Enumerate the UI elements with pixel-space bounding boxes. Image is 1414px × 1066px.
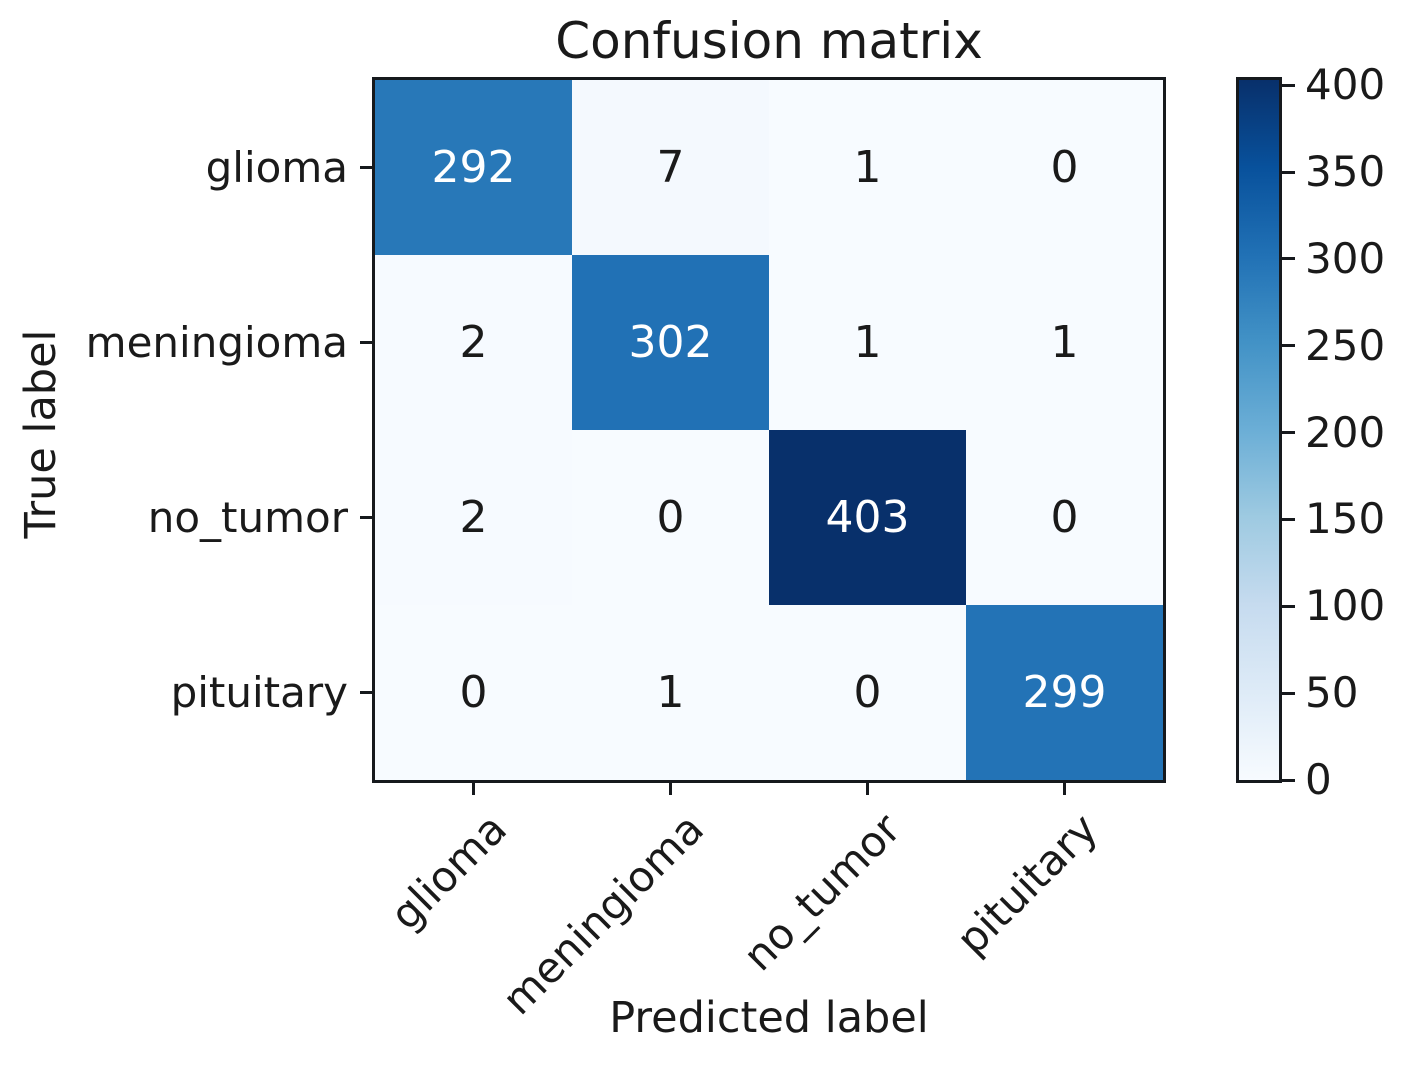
- matrix-cell-no_tumor-no_tumor: 403: [769, 430, 966, 605]
- colorbar-tick-mark: [1282, 83, 1295, 87]
- colorbar-tick-mark: [1282, 691, 1295, 695]
- cell-value: 1: [853, 142, 882, 193]
- y-tick-label-pituitary: pituitary: [170, 667, 348, 717]
- colorbar-tick-mark: [1282, 517, 1295, 521]
- cell-value: 0: [1050, 142, 1079, 193]
- colorbar-tick-mark: [1282, 431, 1295, 435]
- y-tick-mark: [360, 516, 373, 519]
- matrix-cell-pituitary-meningioma: 1: [572, 605, 769, 780]
- colorbar-tick-mark: [1282, 604, 1295, 608]
- colorbar-tick-label-350: 350: [1305, 147, 1386, 197]
- y-tick-mark: [360, 166, 373, 169]
- matrix-cell-meningioma-no_tumor: 1: [769, 255, 966, 430]
- matrix-cell-no_tumor-meningioma: 0: [572, 430, 769, 605]
- matrix-cell-meningioma-pituitary: 1: [966, 255, 1163, 430]
- colorbar-tick-label-100: 100: [1305, 581, 1386, 631]
- cell-value: 292: [431, 142, 516, 193]
- colorbar-tick-mark: [1282, 257, 1295, 261]
- cell-value: 0: [656, 492, 685, 543]
- cell-value: 1: [1050, 317, 1079, 368]
- heatmap-plot-area: 292 7 1 0 2 302 1 1 2 0 403 0 0 1 0 299: [372, 77, 1166, 783]
- cell-value: 0: [459, 667, 488, 718]
- cell-value: 0: [1050, 492, 1079, 543]
- y-axis-label: True label: [16, 329, 66, 539]
- colorbar-tick-label-200: 200: [1305, 407, 1386, 457]
- cell-value: 2: [459, 492, 488, 543]
- matrix-cell-pituitary-no_tumor: 0: [769, 605, 966, 780]
- x-tick-label-meningioma: meningioma: [492, 804, 714, 1025]
- matrix-cell-glioma-pituitary: 0: [966, 80, 1163, 255]
- cell-value: 1: [853, 317, 882, 368]
- matrix-cell-no_tumor-pituitary: 0: [966, 430, 1163, 605]
- colorbar-tick-label-50: 50: [1305, 668, 1359, 718]
- x-tick-mark: [472, 782, 475, 795]
- matrix-cell-glioma-meningioma: 7: [572, 80, 769, 255]
- cell-value: 302: [628, 317, 713, 368]
- matrix-cell-meningioma-meningioma: 302: [572, 255, 769, 430]
- colorbar-tick-label-300: 300: [1305, 233, 1386, 283]
- y-tick-mark: [360, 341, 373, 344]
- x-axis-label: Predicted label: [609, 993, 929, 1043]
- matrix-cell-glioma-no_tumor: 1: [769, 80, 966, 255]
- x-tick-label-glioma: glioma: [380, 804, 517, 940]
- colorbar-tick-label-150: 150: [1305, 494, 1386, 544]
- y-tick-mark: [360, 691, 373, 694]
- matrix-cell-no_tumor-glioma: 2: [375, 430, 572, 605]
- heatmap-grid: 292 7 1 0 2 302 1 1 2 0 403 0 0 1 0 299: [375, 80, 1163, 780]
- cell-value: 2: [459, 317, 488, 368]
- colorbar-tick-mark: [1282, 344, 1295, 348]
- x-tick-mark: [669, 782, 672, 795]
- colorbar-tick-label-0: 0: [1305, 755, 1332, 804]
- colorbar-tick-label-250: 250: [1305, 320, 1386, 370]
- y-tick-label-meningioma: meningioma: [85, 317, 348, 367]
- cell-value: 0: [853, 667, 882, 718]
- x-tick-mark: [1063, 782, 1066, 795]
- colorbar: [1236, 77, 1282, 783]
- matrix-cell-glioma-glioma: 292: [375, 80, 572, 255]
- y-tick-label-glioma: glioma: [205, 142, 348, 192]
- cell-value: 299: [1022, 667, 1107, 718]
- colorbar-tick-label-400: 400: [1305, 60, 1386, 110]
- matrix-cell-pituitary-glioma: 0: [375, 605, 572, 780]
- x-tick-label-no_tumor: no_tumor: [733, 804, 911, 981]
- x-tick-label-pituitary: pituitary: [947, 804, 1108, 965]
- chart-title: Confusion matrix: [555, 12, 983, 70]
- matrix-cell-meningioma-glioma: 2: [375, 255, 572, 430]
- colorbar-tick-mark: [1282, 778, 1295, 782]
- x-tick-mark: [866, 782, 869, 795]
- colorbar-tick-mark: [1282, 170, 1295, 174]
- y-tick-label-no_tumor: no_tumor: [147, 492, 348, 542]
- cell-value: 1: [656, 667, 685, 718]
- matrix-cell-pituitary-pituitary: 299: [966, 605, 1163, 780]
- cell-value: 403: [825, 492, 910, 543]
- cell-value: 7: [656, 142, 685, 193]
